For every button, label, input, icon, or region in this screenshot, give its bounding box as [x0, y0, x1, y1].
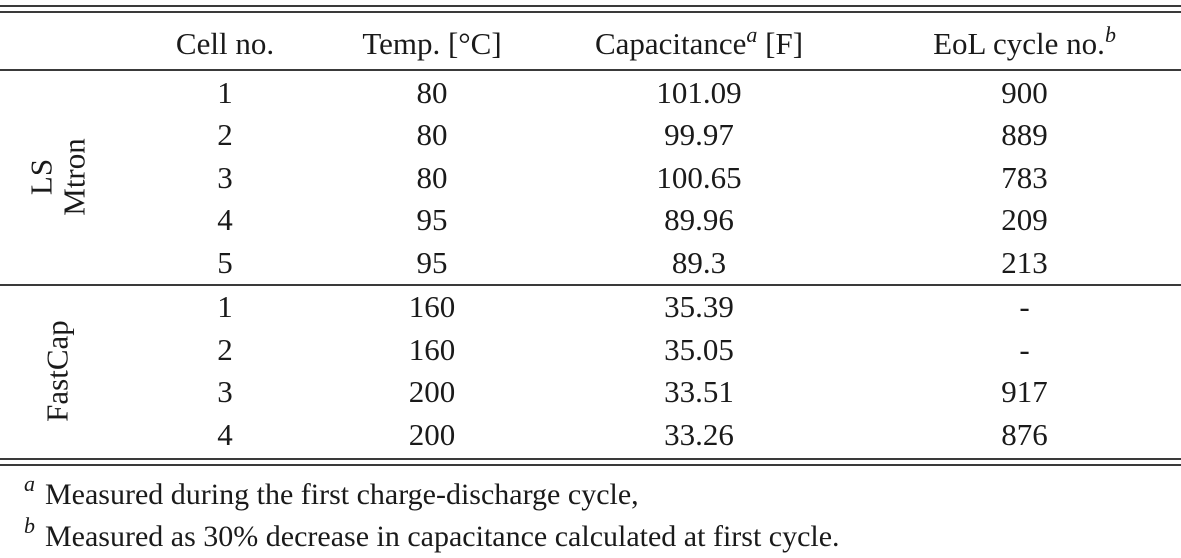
- cell-no: 1: [116, 69, 334, 114]
- capacitance: 89.96: [664, 202, 734, 238]
- capacitance: 100.65: [656, 159, 742, 195]
- eol-cycle: 889: [1001, 117, 1048, 153]
- footnote-b-mark: b: [24, 513, 35, 538]
- bottom-rule-upper: [0, 458, 1181, 460]
- top-rule-upper: [0, 5, 1181, 7]
- group-label-line: LS: [23, 159, 59, 196]
- header-eol: EoL cycle no.b: [868, 18, 1181, 70]
- temp: 160: [334, 283, 530, 328]
- cell-no: 2: [217, 331, 233, 367]
- eol-cycle: 917: [1001, 374, 1048, 410]
- cell-no: 4: [217, 416, 233, 452]
- table-row: 5 95 89.3 213: [0, 241, 1181, 285]
- eol-cycle: 213: [1001, 244, 1048, 280]
- capacitance: 35.05: [664, 331, 734, 367]
- table-row: 3 200 33.51 917: [0, 371, 1181, 414]
- footnote-mark-b: b: [1104, 22, 1116, 47]
- cell-no: 3: [217, 159, 233, 195]
- eol-cycle: 900: [868, 69, 1181, 114]
- temp: 80: [334, 69, 530, 114]
- footnote-mark-a: a: [746, 22, 758, 47]
- capacitance: 33.26: [664, 416, 734, 452]
- group-label-ls-mtron-text: LS Mtron: [23, 138, 91, 217]
- group-label-line: FastCap: [39, 319, 75, 422]
- footnote-b: b Measured as 30% decrease in capacitanc…: [24, 513, 840, 558]
- footnote-a-text: Measured during the first charge-dischar…: [45, 478, 639, 511]
- eol-cycle: 876: [1001, 416, 1048, 452]
- temp: 200: [408, 416, 456, 452]
- table-row: FastCap 1 160 35.39 -: [0, 283, 1181, 456]
- header-cell-no: Cell no.: [175, 26, 275, 61]
- top-rule-lower: [0, 11, 1181, 13]
- capacitance: 99.97: [664, 117, 734, 153]
- capacitance: 89.3: [671, 244, 727, 280]
- eol-cycle: -: [1019, 331, 1030, 367]
- footnote-a: a Measured during the first charge-disch…: [24, 471, 840, 516]
- table-row: 4 95 89.96 209: [0, 199, 1181, 242]
- cell-no: 2: [217, 117, 233, 153]
- footnote-b-text: Measured as 30% decrease in capacitance …: [45, 520, 840, 553]
- header-capacitance: Capacitancea [F]: [530, 18, 868, 70]
- table-row: LS Mtron 1 80 101.09 900: [0, 69, 1181, 285]
- table-row: 2 160 35.05 -: [0, 328, 1181, 371]
- bottom-rule-lower: [0, 464, 1181, 466]
- eol-cycle: -: [868, 283, 1181, 328]
- eol-cycle: 783: [1001, 159, 1048, 195]
- temp: 160: [408, 331, 456, 367]
- footnotes: a Measured during the first charge-disch…: [24, 471, 840, 558]
- header-capacitance-unit: [F]: [765, 26, 804, 61]
- temp: 95: [416, 202, 448, 238]
- table-row: 2 80 99.97 889: [0, 114, 1181, 157]
- temp: 95: [416, 244, 448, 280]
- capacitance: 101.09: [530, 69, 868, 114]
- header-temp: Temp. [°C]: [362, 26, 502, 61]
- temp: 200: [408, 374, 456, 410]
- header-group-spacer: [0, 18, 116, 70]
- eol-cycle: 209: [1001, 202, 1048, 238]
- group-label-line: Mtron: [56, 138, 91, 217]
- header-row: Cell no. Temp. [°C] Capacitancea [F] EoL…: [0, 18, 1181, 70]
- temp: 80: [416, 117, 448, 153]
- header-eol-label: EoL cycle no.: [933, 26, 1105, 61]
- capacitance: 35.39: [530, 283, 868, 328]
- cell-no: 3: [217, 374, 233, 410]
- group-label-ls-mtron: LS Mtron: [0, 69, 116, 285]
- temp: 80: [416, 159, 448, 195]
- footnote-a-mark: a: [24, 471, 35, 496]
- capacitance: 33.51: [664, 374, 734, 410]
- header-capacitance-label: Capacitance: [594, 26, 747, 61]
- cell-no: 5: [217, 244, 233, 280]
- group-label-fastcap-text: FastCap: [39, 319, 75, 422]
- cell-no: 1: [116, 283, 334, 328]
- group-label-fastcap: FastCap: [0, 283, 116, 456]
- cell-no: 4: [217, 202, 233, 238]
- table-row: 4 200 33.26 876: [0, 413, 1181, 456]
- data-table: Cell no. Temp. [°C] Capacitancea [F] EoL…: [0, 18, 1181, 456]
- table-row: 3 80 100.65 783: [0, 156, 1181, 199]
